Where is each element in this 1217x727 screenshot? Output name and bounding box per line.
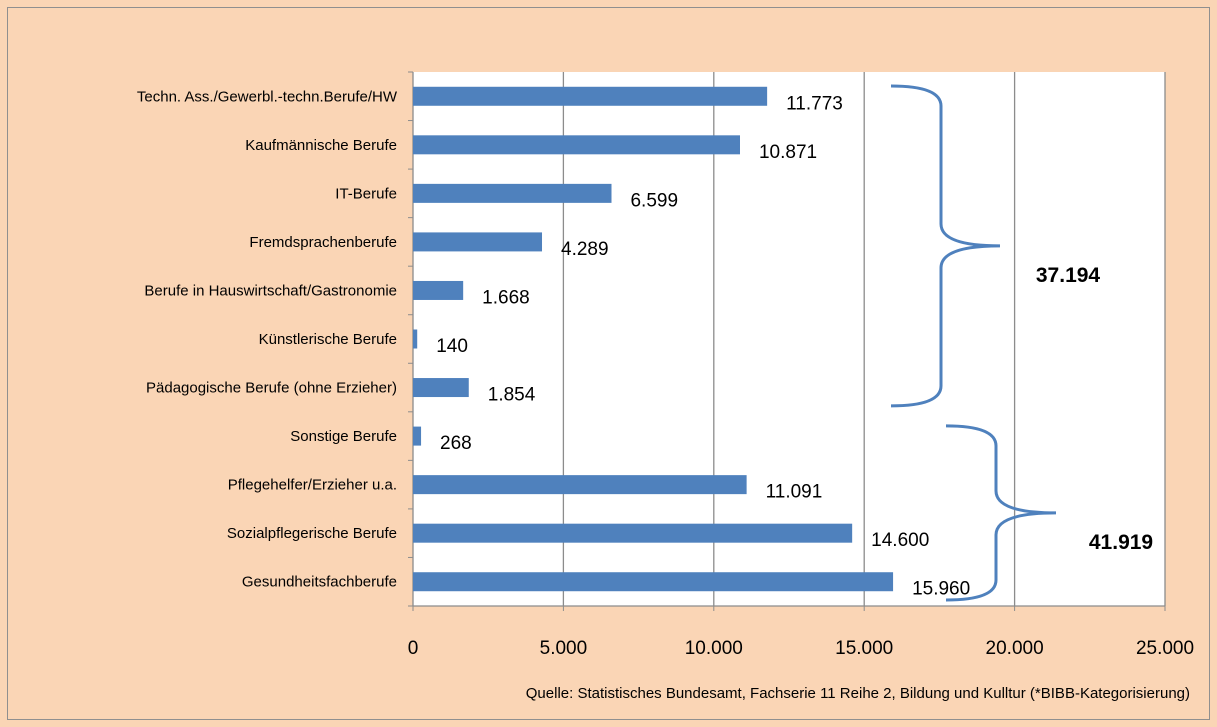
bar [413,280,464,300]
data-label: 268 [440,433,472,454]
bar [413,232,543,252]
x-tick-label: 15.000 [835,638,893,659]
group-brace [945,424,1057,602]
bar [413,475,747,495]
plot-area [413,72,1165,606]
category-label: Gesundheitsfachberufe [242,574,397,591]
group-brace [890,84,1001,408]
category-label: Pädagogische Berufe (ohne Erzieher) [146,380,397,397]
x-tick-label: 20.000 [986,638,1044,659]
category-labels: Techn. Ass./Gewerbl.-techn.Berufe/HW Kauf… [137,88,398,590]
category-label: Fremdsprachenberufe [249,234,397,251]
data-label: 10.871 [759,142,817,163]
data-label: 14.600 [871,530,929,551]
x-tick-label: 0 [408,638,419,659]
bar [413,86,768,106]
bar [413,426,422,446]
bar [413,523,853,543]
category-label: Sonstige Berufe [290,428,397,445]
x-tick-labels: 0 5.000 10.000 15.000 20.000 25.000 [408,638,1194,659]
x-tick-label: 10.000 [685,638,743,659]
category-label: Techn. Ass./Gewerbl.-techn.Berufe/HW [137,88,398,105]
data-label: 15.960 [912,579,970,600]
bars [413,86,894,592]
value-labels: 11.773 10.871 6.599 4.289 1.668 140 1.854 268 11… [436,93,970,599]
source-note: Quelle: Statistisches Bundesamt, Fachser… [526,685,1190,702]
category-label: Sozialpflegerische Berufe [227,525,397,542]
group-total-label: 41.919 [1089,531,1153,554]
bar [413,135,740,155]
data-label: 1.668 [482,287,530,308]
category-label: Pflegehelfer/Erzieher u.a. [228,477,397,494]
category-label: Künstlerische Berufe [259,331,397,348]
data-label: 11.773 [786,93,843,114]
category-label: Berufe in Hauswirtschaft/Gastronomie [144,282,397,299]
data-label: 1.854 [488,385,536,406]
data-label: 11.091 [766,482,823,503]
gridlines [408,71,1166,611]
bar [413,329,418,349]
data-label: 6.599 [630,190,678,211]
category-label: IT-Berufe [335,185,397,202]
group-braces: 37.194 41.919 [890,84,1153,602]
chart-frame [7,7,1210,720]
data-label: 140 [436,336,468,357]
bar [413,572,894,592]
x-tick-label: 5.000 [540,638,588,659]
bar [413,378,469,398]
bar [413,183,612,203]
data-label: 4.289 [561,239,609,260]
category-label: Kaufmännische Berufe [245,137,397,154]
x-tick-label: 25.000 [1136,638,1194,659]
group-total-label: 37.194 [1036,264,1101,287]
